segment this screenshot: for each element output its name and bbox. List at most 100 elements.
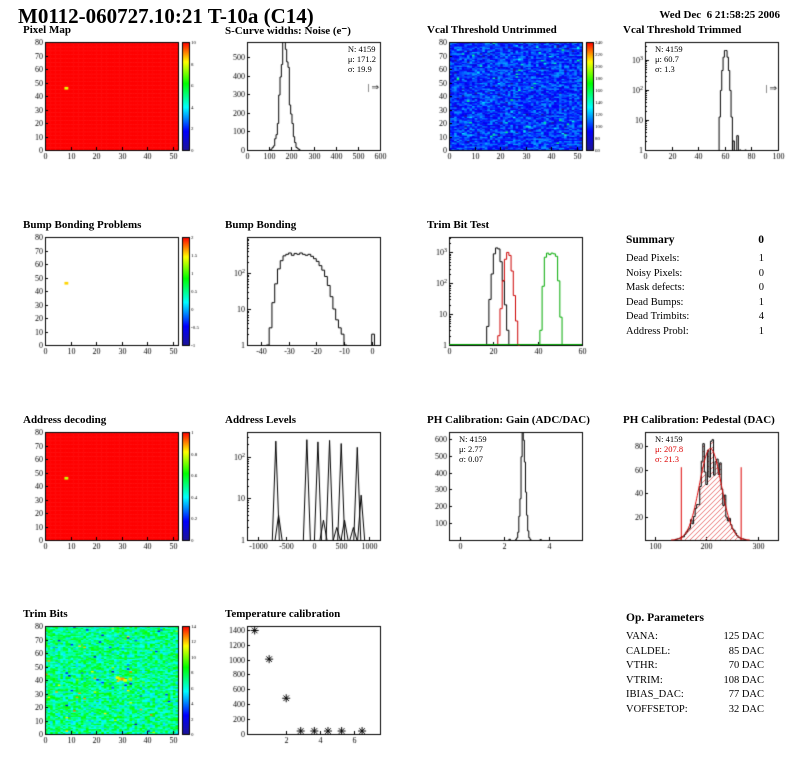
row-value: 1 bbox=[758, 253, 764, 264]
chart-title-vcal_trimmed: Vcal Threshold Trimmed bbox=[623, 24, 742, 36]
op-parameter-row: VTRIM: 108 DAC bbox=[626, 674, 764, 689]
ph_pedestal-stats: N: 4159 μ: 207.8 σ: 21.3 bbox=[655, 434, 683, 464]
page-title: M0112-060727.10:21 T-10a (C14) bbox=[18, 4, 314, 28]
chart-title-bump_bonding: Bump Bonding bbox=[225, 219, 297, 231]
row-label: IBIAS_DAC: bbox=[626, 689, 684, 700]
stat-line: σ: 1.3 bbox=[655, 64, 675, 74]
chart-panel-trim_bits: Trim Bits bbox=[18, 608, 216, 754]
summary-row: Dead Pixels: 1 bbox=[626, 252, 764, 267]
chart-title-trimbit_test: Trim Bit Test bbox=[427, 219, 490, 231]
summary-row: Noisy Pixels: 0 bbox=[626, 267, 764, 282]
stat-line: N: 4159 bbox=[459, 434, 487, 444]
row-label: VTRIM: bbox=[626, 674, 663, 686]
stat-line: μ: 60.7 bbox=[655, 54, 679, 64]
op-parameters-header: Op. Parameters bbox=[626, 612, 764, 624]
op-parameter-row: VANA: 125 DAC bbox=[626, 630, 764, 645]
summary-row: Address Probl: 1 bbox=[626, 325, 764, 340]
chart-panel-ph_pedestal: PH Calibration: Pedestal (DAC) N: 4159 μ: … bbox=[618, 414, 796, 560]
row-label: Mask defects: bbox=[626, 282, 685, 293]
chart-panel-bump_bonding: Bump Bonding bbox=[220, 219, 418, 365]
chart-title-pixel_map: Pixel Map bbox=[23, 24, 71, 36]
chart-title-ph_pedestal: PH Calibration: Pedestal (DAC) bbox=[623, 414, 775, 426]
row-label: VTHR: bbox=[626, 660, 658, 671]
trim_bits-plot bbox=[18, 621, 216, 751]
stat-line: N: 4159 bbox=[655, 434, 683, 444]
chart-panel-pixel_map: Pixel Map bbox=[18, 24, 216, 170]
chart-title-bb_problems: Bump Bonding Problems bbox=[23, 219, 142, 231]
chart-panel-vcal_untrimmed: Vcal Threshold Untrimmed bbox=[422, 24, 620, 170]
ph_gain-plot bbox=[422, 427, 620, 557]
stat-line: σ: 19.9 bbox=[347, 64, 372, 74]
row-value: 1 bbox=[758, 296, 764, 308]
temperature_calibration-plot bbox=[220, 621, 418, 751]
op-parameter-row: VTHR: 70 DAC bbox=[626, 659, 764, 674]
vcal_trimmed-plot bbox=[618, 37, 796, 167]
bb_problems-plot bbox=[18, 232, 216, 362]
op-parameters-list: VANA: 125 DAC CALDEL: 85 DAC VTHR: 70 DAC VTRI… bbox=[626, 630, 764, 717]
chart-title-temperature_calibration: Temperature calibration bbox=[225, 608, 341, 620]
ph_gain-stats: N: 4159 μ: 2.77 σ: 0.07 bbox=[459, 434, 487, 464]
chart-panel-scurve_noise: S-Curve widths: Noise (e⁻) N: 4159 μ: 171.… bbox=[220, 24, 418, 170]
row-value: 32 DAC bbox=[728, 703, 764, 715]
row-label: Dead Trimbits: bbox=[626, 311, 690, 322]
op-parameter-row: CALDEL: 85 DAC bbox=[626, 645, 764, 660]
chart-title-ph_gain: PH Calibration: Gain (ADC/DAC) bbox=[427, 414, 590, 426]
row-label: Dead Pixels: bbox=[626, 253, 680, 264]
row-label: VANA: bbox=[626, 631, 658, 642]
row-value: 1 bbox=[758, 325, 764, 337]
row-value: 108 DAC bbox=[723, 674, 764, 686]
chart-panel-bb_problems: Bump Bonding Problems bbox=[18, 219, 216, 365]
row-label: Noisy Pixels: bbox=[626, 267, 683, 279]
chart-panel-trimbit_test: Trim Bit Test bbox=[422, 219, 620, 365]
summary-row: Mask defects: 0 bbox=[626, 281, 764, 296]
trimbit_test-plot bbox=[422, 232, 620, 362]
stat-line: N: 4159 bbox=[347, 44, 376, 54]
op-parameter-row: IBIAS_DAC: 77 DAC bbox=[626, 688, 764, 703]
chart-title-address_levels: Address Levels bbox=[225, 414, 296, 426]
chart-title-scurve_noise: S-Curve widths: Noise (e⁻) bbox=[225, 25, 351, 37]
chart-panel-vcal_trimmed: Vcal Threshold Trimmed N: 4159 μ: 60.7 σ: 1… bbox=[618, 24, 796, 170]
op-parameters-panel: Op. Parameters VANA: 125 DAC CALDEL: 85 DAC… bbox=[626, 612, 764, 717]
ph_pedestal-plot bbox=[618, 427, 796, 557]
summary-title: Summary bbox=[626, 234, 675, 246]
vcal_untrimmed-plot bbox=[422, 37, 620, 167]
vcal_trimmed-stats: N: 4159 μ: 60.7 σ: 1.3 bbox=[655, 44, 683, 74]
row-label: Address Probl: bbox=[626, 325, 689, 337]
timestamp: Wed Dec 6 21:58:25 2006 bbox=[659, 9, 780, 21]
row-value: 70 DAC bbox=[728, 660, 764, 671]
summary-list: Dead Pixels: 1 Noisy Pixels: 0 Mask defects:… bbox=[626, 252, 764, 339]
chart-panel-address_decoding: Address decoding bbox=[18, 414, 216, 560]
row-label: Dead Bumps: bbox=[626, 296, 684, 308]
chart-panel-address_levels: Address Levels bbox=[220, 414, 418, 560]
stat-line: σ: 0.07 bbox=[459, 454, 483, 464]
row-value: 85 DAC bbox=[728, 645, 764, 657]
chart-title-vcal_untrimmed: Vcal Threshold Untrimmed bbox=[427, 24, 557, 36]
stat-line: μ: 207.8 bbox=[655, 444, 684, 454]
row-label: CALDEL: bbox=[626, 645, 671, 657]
scurve_noise-stats: N: 4159 μ: 171.2 σ: 19.9 bbox=[348, 44, 376, 74]
summary-row: Dead Bumps: 1 bbox=[626, 296, 764, 311]
row-value: 125 DAC bbox=[723, 631, 764, 642]
chart-panel-ph_gain: PH Calibration: Gain (ADC/DAC) N: 4159 μ: … bbox=[422, 414, 620, 560]
stat-line: σ: 21.3 bbox=[655, 454, 679, 464]
op-parameter-row: VOFFSETOP: 32 DAC bbox=[626, 703, 764, 718]
row-value: 4 bbox=[758, 311, 764, 322]
address_levels-plot bbox=[220, 427, 418, 557]
summary-row: Dead Trimbits: 4 bbox=[626, 310, 764, 325]
summary-grade: 0 bbox=[758, 234, 764, 246]
row-label: VOFFSETOP: bbox=[626, 703, 688, 715]
stat-line: μ: 2.77 bbox=[459, 444, 483, 454]
scurve_noise-plot bbox=[220, 37, 418, 167]
stat-line: μ: 171.2 bbox=[347, 54, 376, 64]
row-value: 77 DAC bbox=[728, 689, 764, 700]
pixel_map-plot bbox=[18, 37, 216, 167]
chart-title-address_decoding: Address decoding bbox=[23, 414, 107, 426]
bump_bonding-plot bbox=[220, 232, 418, 362]
chart-title-trim_bits: Trim Bits bbox=[23, 608, 68, 620]
chart-panel-temperature_calibration: Temperature calibration bbox=[220, 608, 418, 754]
op-parameters-title: Op. Parameters bbox=[626, 612, 704, 624]
row-value: 0 bbox=[758, 282, 764, 293]
summary-header: Summary 0 bbox=[626, 234, 764, 246]
address_decoding-plot bbox=[18, 427, 216, 557]
